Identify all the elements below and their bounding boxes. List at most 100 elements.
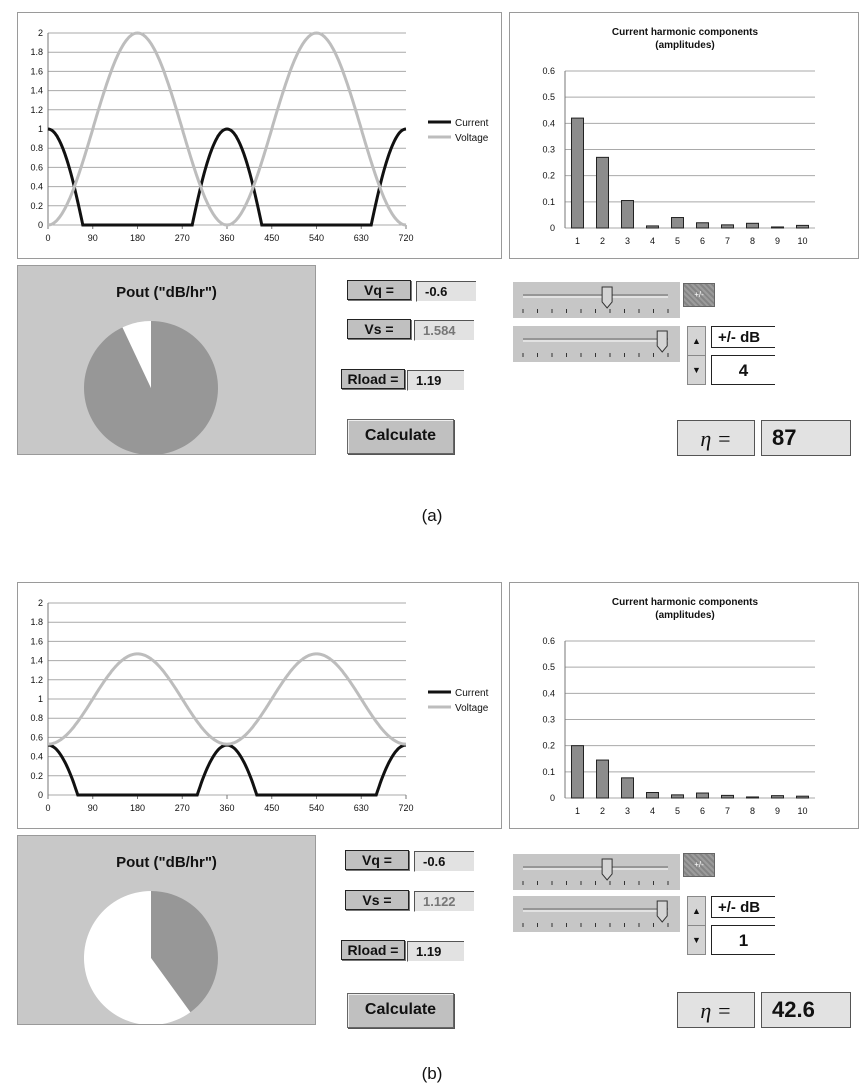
series-line-current: [47, 127, 407, 227]
spin-down-icon[interactable]: ▼: [692, 935, 701, 945]
y-tick-label: 0.3: [542, 715, 555, 725]
bar: [721, 794, 734, 799]
x-tick-label: 450: [264, 233, 279, 243]
bar: [796, 224, 809, 229]
vq-field[interactable]: -0.6: [414, 851, 474, 872]
vq-slider[interactable]: [513, 854, 680, 890]
vs-field[interactable]: 1.122: [414, 891, 474, 912]
db-label: +/- dB: [711, 326, 775, 348]
pout-pie-chart: Pout ("dB/hr"): [17, 835, 316, 1025]
series-line-current: [48, 743, 406, 797]
spin-down-icon[interactable]: ▼: [692, 365, 701, 375]
x-tick-label: 1: [575, 236, 580, 246]
harmonics-chart: Current harmonic components (amplitudes) 0…: [509, 582, 859, 829]
y-tick-label: 0.2: [542, 171, 555, 181]
x-tick-label: 4: [650, 236, 655, 246]
x-tick-label: 9: [775, 806, 780, 816]
x-tick-label: 180: [130, 803, 145, 813]
db-value[interactable]: 1: [711, 925, 775, 955]
x-tick-label: 10: [797, 236, 807, 246]
legend-entry: Voltage: [455, 133, 489, 144]
x-tick-label: 360: [219, 803, 234, 813]
y-tick-label: 1.2: [30, 105, 43, 115]
bar: [621, 200, 634, 229]
eta-value: 42.6: [761, 992, 851, 1028]
bar: [571, 117, 584, 229]
rload-field[interactable]: 1.19: [407, 941, 464, 962]
db-slider[interactable]: [513, 896, 680, 932]
plus-minus-button[interactable]: +/-: [683, 853, 715, 877]
db-slider[interactable]: [513, 326, 680, 362]
db-label: +/- dB: [711, 896, 775, 918]
eta-label: η =: [677, 420, 755, 456]
y-tick-label: 1.8: [30, 47, 43, 57]
bar: [771, 226, 784, 229]
x-tick-label: 9: [775, 236, 780, 246]
panel-b: 0 0.2 0.4 0.6 0.8 1 1.2 1.4 1.6 1.8 2 0 90 180 270 360 4…: [0, 582, 864, 1054]
vq-slider[interactable]: [513, 282, 680, 318]
db-spinner[interactable]: ▲ ▼: [687, 326, 706, 385]
y-tick-label: 0.5: [542, 662, 555, 672]
y-tick-label: 0: [550, 223, 555, 233]
y-tick-label: 0.5: [542, 92, 555, 102]
y-tick-label: 1.4: [30, 656, 43, 666]
pout-pie-svg: [84, 891, 218, 1024]
calculate-button[interactable]: Calculate: [347, 993, 454, 1028]
spin-up-icon[interactable]: ▲: [688, 897, 705, 926]
vq-slider-track[interactable]: [513, 282, 680, 318]
x-tick-label: 270: [175, 233, 190, 243]
y-tick-label: 1.2: [30, 675, 43, 685]
chart-title: Current harmonic components: [612, 27, 759, 38]
pie-slice: [84, 891, 191, 1024]
db-slider-track[interactable]: [513, 896, 680, 932]
vs-field[interactable]: 1.584: [414, 320, 474, 341]
plus-minus-button[interactable]: +/-: [683, 283, 715, 307]
y-tick-label: 0.2: [30, 771, 43, 781]
x-tick-label: 90: [88, 233, 98, 243]
waveform-chart: 0 0.2 0.4 0.6 0.8 1 1.2 1.4 1.6 1.8 2 0 90 180 270 360 4…: [17, 12, 502, 259]
x-tick-label: 10: [797, 806, 807, 816]
caption-a: (a): [421, 506, 443, 525]
x-tick-label: 450: [264, 803, 279, 813]
bar: [621, 777, 634, 799]
y-tick-label: 0: [38, 790, 43, 800]
chart-subtitle: (amplitudes): [655, 610, 714, 621]
x-tick-label: 270: [175, 803, 190, 813]
db-slider-track[interactable]: [513, 326, 680, 362]
y-tick-label: 1.4: [30, 86, 43, 96]
rload-field[interactable]: 1.19: [407, 370, 464, 391]
y-tick-label: 0.6: [30, 732, 43, 742]
x-tick-label: 6: [700, 806, 705, 816]
x-tick-label: 4: [650, 806, 655, 816]
x-tick-label: 0: [45, 803, 50, 813]
vq-field[interactable]: -0.6: [416, 281, 476, 302]
calculate-button[interactable]: Calculate: [347, 419, 454, 454]
waveform-chart: 0 0.2 0.4 0.6 0.8 1 1.2 1.4 1.6 1.8 2 0 90 180 270 360 4…: [17, 582, 502, 829]
vs-label: Vs =: [345, 890, 409, 910]
x-tick-label: 630: [354, 803, 369, 813]
x-tick-label: 540: [309, 803, 324, 813]
x-tick-label: 5: [675, 806, 680, 816]
legend-entry: Current: [455, 688, 489, 699]
x-tick-label: 2: [600, 236, 605, 246]
bar: [596, 759, 609, 799]
harmonics-chart-svg: Current harmonic components (amplitudes) 0…: [542, 27, 815, 246]
y-tick-label: 1.6: [30, 636, 43, 646]
vq-slider-track[interactable]: [513, 854, 680, 890]
db-spinner[interactable]: ▲ ▼: [687, 896, 706, 955]
bar: [671, 794, 684, 799]
db-value[interactable]: 4: [711, 355, 775, 385]
bar: [671, 217, 684, 229]
vs-label: Vs =: [347, 319, 411, 339]
x-tick-label: 180: [130, 233, 145, 243]
spin-up-icon[interactable]: ▲: [688, 327, 705, 356]
x-tick-label: 7: [725, 236, 730, 246]
x-tick-label: 6: [700, 236, 705, 246]
pie-slice: [151, 891, 218, 1013]
y-tick-label: 0.4: [30, 182, 43, 192]
y-tick-label: 1.6: [30, 66, 43, 76]
pie-slice: [84, 321, 218, 454]
rload-label: Rload =: [341, 369, 405, 389]
bar: [746, 796, 759, 799]
vq-label: Vq =: [347, 280, 411, 300]
